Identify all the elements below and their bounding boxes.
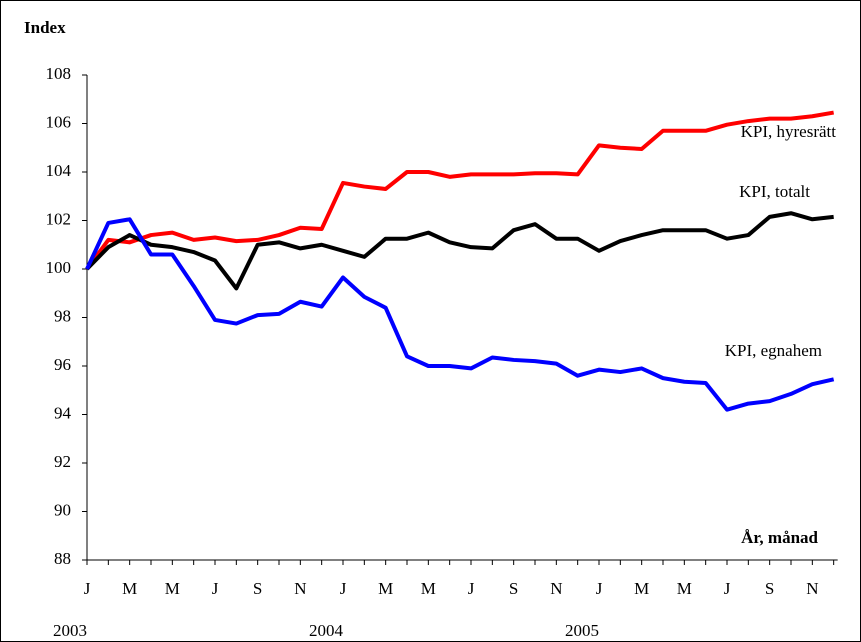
x-tick-label: M (421, 579, 436, 598)
x-tick-label: J (340, 579, 347, 598)
series-label: KPI, egnahem (725, 341, 822, 360)
y-tick-label: 108 (46, 64, 72, 83)
y-tick-label: 96 (54, 355, 71, 374)
x-tick-label: S (765, 579, 774, 598)
x-tick-label: M (634, 579, 649, 598)
y-tick-label: 106 (46, 112, 72, 131)
series-line (85, 217, 835, 412)
y-tick-label: 102 (46, 209, 72, 228)
y-tick-label: 88 (54, 549, 71, 568)
y-tick-label: 100 (46, 258, 72, 277)
x-tick-label: S (253, 579, 262, 598)
series-label: KPI, hyresrätt (741, 122, 837, 141)
x-tick-label: J (84, 579, 91, 598)
x-tick-label: J (596, 579, 603, 598)
x-axis-label: År, månad (741, 528, 818, 547)
y-tick-label: 94 (54, 403, 72, 422)
x-tick-label: N (806, 579, 818, 598)
y-tick-label: 104 (46, 161, 72, 180)
x-tick-label: S (509, 579, 518, 598)
x-tick-label: M (122, 579, 137, 598)
x-tick-label: J (468, 579, 475, 598)
y-tick-label: 90 (54, 500, 71, 519)
x-tick-label: M (378, 579, 393, 598)
y-tick-label: 92 (54, 452, 71, 471)
x-tick-label: N (294, 579, 306, 598)
series-label: KPI, totalt (739, 182, 810, 201)
y-tick-label: 98 (54, 306, 71, 325)
y-axis-label: Index (24, 18, 66, 37)
year-label: 2005 (565, 621, 599, 640)
x-tick-label: N (550, 579, 562, 598)
series-line (85, 110, 835, 271)
series-line (85, 211, 834, 291)
x-tick-label: J (212, 579, 219, 598)
year-label: 2003 (53, 621, 87, 640)
x-tick-label: M (165, 579, 180, 598)
x-tick-label: M (677, 579, 692, 598)
x-tick-label: J (724, 579, 731, 598)
year-label: 2004 (309, 621, 344, 640)
